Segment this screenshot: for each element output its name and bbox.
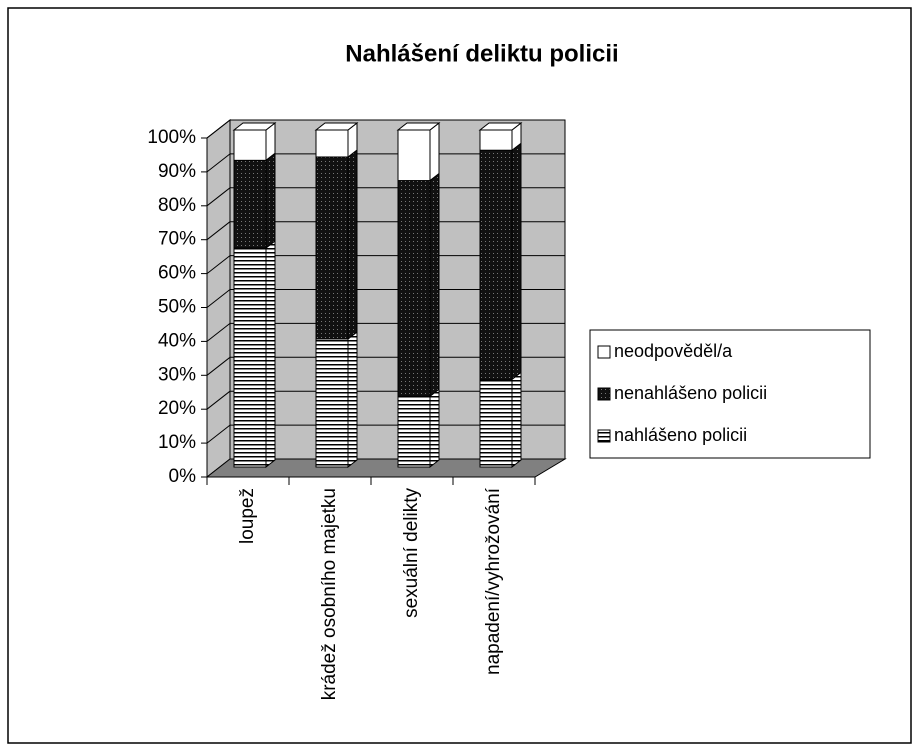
bar-segment: [397, 180, 431, 397]
x-tick-label: napadení/vyhrožování: [483, 487, 504, 675]
bar-segment: [233, 247, 267, 468]
grid-line: [206, 424, 231, 444]
grid-line: [206, 390, 231, 410]
bar-side: [265, 152, 276, 249]
bar-top: [478, 122, 523, 131]
bar-side: [429, 172, 440, 398]
bar-side: [511, 371, 522, 469]
bar-side: [265, 239, 276, 469]
bar-top: [396, 122, 441, 131]
grid-line: [206, 153, 231, 173]
bar-segment: [315, 129, 349, 158]
y-tick-label: 10%: [158, 432, 196, 453]
grid-line: [206, 356, 231, 376]
legend-swatch: [597, 429, 611, 443]
x-tick-label: loupež: [237, 488, 258, 544]
y-tick-label: 90%: [158, 161, 196, 182]
grid-line: [206, 187, 231, 207]
legend-label: nahlášeno policii: [614, 425, 747, 445]
chart-title: Nahlášení deliktu policii: [345, 40, 618, 67]
bar-segment: [233, 159, 267, 249]
y-tick-label: 100%: [147, 127, 196, 148]
bar-segment: [479, 149, 513, 380]
legend: [589, 329, 871, 459]
grid-line: [206, 289, 231, 308]
legend-swatch: [597, 345, 611, 359]
y-tick-label: 0%: [169, 466, 197, 487]
bar-top: [314, 122, 359, 131]
bar-side: [347, 148, 358, 340]
bar-segment: [479, 378, 513, 468]
y-tick-label: 30%: [158, 364, 196, 385]
grid-line: [206, 323, 231, 342]
grid-line: [206, 221, 231, 241]
bar-side: [429, 121, 440, 182]
y-tick-label: 60%: [158, 263, 196, 284]
y-tick-label: 50%: [158, 297, 196, 318]
y-tick-label: 20%: [158, 398, 196, 419]
y-tick-label: 70%: [158, 229, 196, 250]
bar-side: [429, 388, 440, 469]
bar-side: [511, 142, 522, 381]
legend-label: nenahlášeno policii: [614, 383, 767, 403]
bar-segment: [479, 129, 513, 151]
bar-segment: [233, 129, 267, 161]
x-tick-label: sexuální delikty: [401, 488, 422, 618]
y-tick-label: 80%: [158, 195, 196, 216]
bar-segment: [315, 338, 349, 468]
grid-line: [206, 255, 231, 274]
y-tick-label: 40%: [158, 330, 196, 351]
legend-swatch: [597, 387, 611, 401]
bar-side: [347, 330, 358, 469]
bar-top: [232, 122, 277, 131]
grid-line: [206, 119, 231, 139]
x-tick-label: krádež osobního majetku: [319, 488, 340, 700]
bar-segment: [397, 129, 431, 182]
bar-segment: [315, 156, 349, 340]
bar-segment: [397, 395, 431, 468]
legend-label: neodpověděl/a: [614, 341, 733, 361]
